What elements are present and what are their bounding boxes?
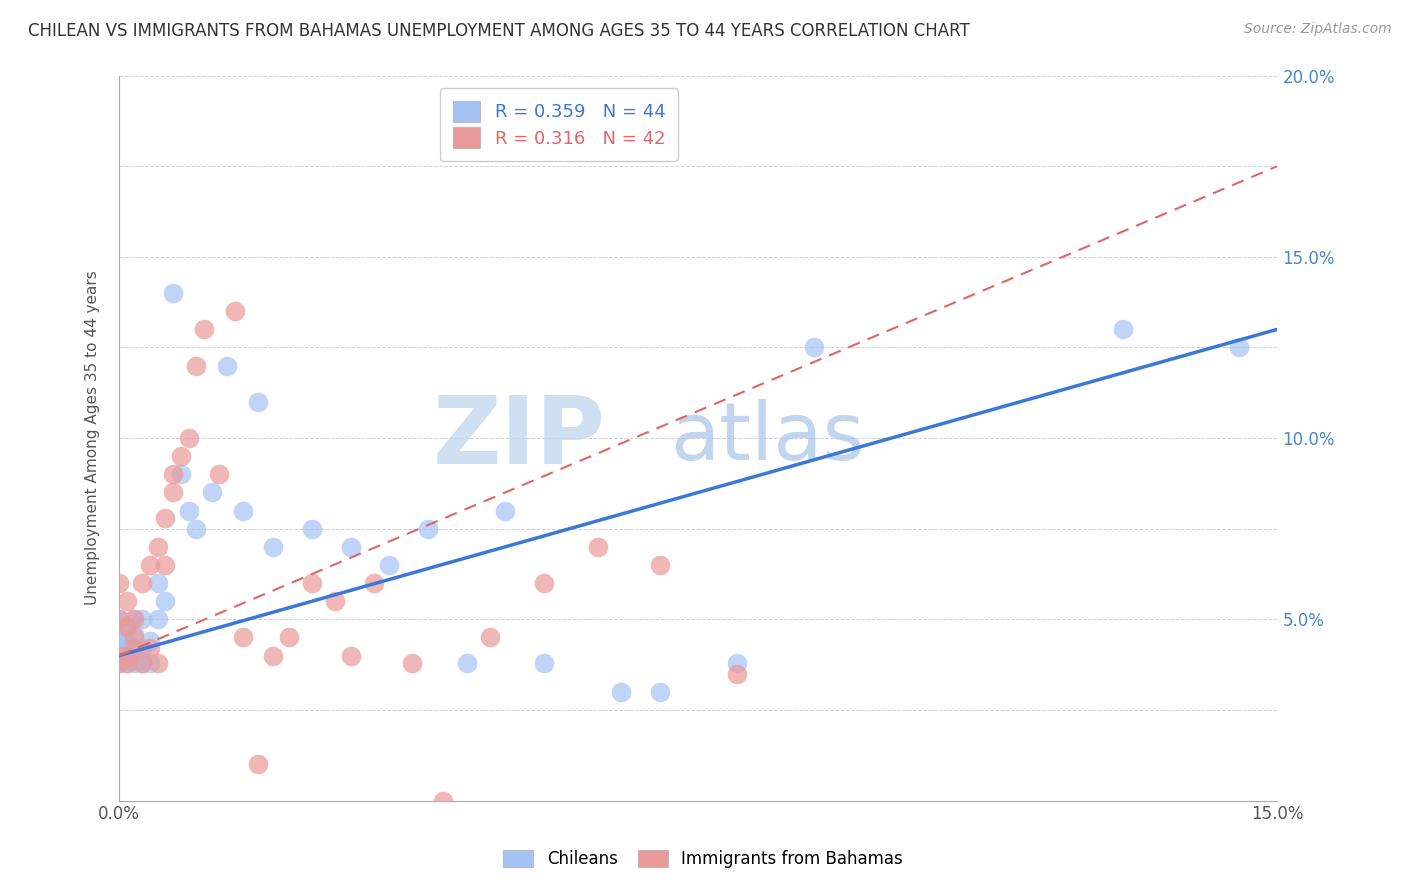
Point — [124, 656, 146, 670]
Point — [278, 631, 301, 645]
Text: Source: ZipAtlas.com: Source: ZipAtlas.com — [1244, 22, 1392, 37]
Point — [162, 485, 184, 500]
Point — [124, 641, 146, 656]
Point — [186, 522, 208, 536]
Point — [610, 685, 633, 699]
Point — [193, 322, 215, 336]
Point — [146, 576, 169, 591]
Point — [124, 631, 146, 645]
Point — [170, 449, 193, 463]
Point — [586, 540, 609, 554]
Point — [247, 757, 270, 772]
Point — [725, 656, 748, 670]
Point — [124, 648, 146, 663]
Point — [648, 558, 671, 572]
Point — [131, 612, 153, 626]
Point — [146, 656, 169, 670]
Point — [162, 286, 184, 301]
Point — [208, 467, 231, 482]
Point — [108, 631, 131, 645]
Point — [494, 503, 516, 517]
Point — [108, 656, 131, 670]
Point — [139, 641, 162, 656]
Point — [456, 656, 478, 670]
Point — [131, 576, 153, 591]
Point — [155, 511, 177, 525]
Point — [108, 641, 131, 656]
Point — [177, 503, 200, 517]
Text: CHILEAN VS IMMIGRANTS FROM BAHAMAS UNEMPLOYMENT AMONG AGES 35 TO 44 YEARS CORREL: CHILEAN VS IMMIGRANTS FROM BAHAMAS UNEMP… — [28, 22, 970, 40]
Point — [339, 648, 361, 663]
Legend: Chileans, Immigrants from Bahamas: Chileans, Immigrants from Bahamas — [496, 843, 910, 875]
Point — [323, 594, 346, 608]
Point — [115, 619, 138, 633]
Point — [201, 485, 224, 500]
Point — [124, 612, 146, 626]
Point — [162, 467, 184, 482]
Point — [301, 576, 323, 591]
Point — [803, 340, 825, 354]
Point — [533, 576, 555, 591]
Point — [186, 359, 208, 373]
Text: ZIP: ZIP — [433, 392, 606, 484]
Point — [301, 522, 323, 536]
Point — [108, 576, 131, 591]
Point — [115, 634, 138, 648]
Point — [108, 612, 131, 626]
Point — [115, 594, 138, 608]
Text: atlas: atlas — [671, 399, 865, 477]
Point — [177, 431, 200, 445]
Point — [131, 656, 153, 670]
Point — [232, 631, 254, 645]
Point — [533, 656, 555, 670]
Point — [108, 612, 131, 626]
Point — [139, 656, 162, 670]
Point — [432, 794, 454, 808]
Point — [131, 641, 153, 656]
Point — [146, 612, 169, 626]
Point — [146, 540, 169, 554]
Point — [155, 558, 177, 572]
Y-axis label: Unemployment Among Ages 35 to 44 years: Unemployment Among Ages 35 to 44 years — [86, 270, 100, 606]
Point — [108, 656, 131, 670]
Point — [725, 666, 748, 681]
Point — [263, 540, 285, 554]
Legend: R = 0.359   N = 44, R = 0.316   N = 42: R = 0.359 N = 44, R = 0.316 N = 42 — [440, 88, 678, 161]
Point — [401, 656, 423, 670]
Point — [115, 656, 138, 670]
Point — [115, 641, 138, 656]
Point — [139, 634, 162, 648]
Point — [247, 394, 270, 409]
Point — [378, 558, 401, 572]
Point — [232, 503, 254, 517]
Point — [131, 656, 153, 670]
Point — [108, 648, 131, 663]
Point — [1227, 340, 1250, 354]
Point — [124, 627, 146, 641]
Point — [139, 558, 162, 572]
Point — [339, 540, 361, 554]
Point — [155, 594, 177, 608]
Point — [115, 648, 138, 663]
Point — [263, 648, 285, 663]
Point — [170, 467, 193, 482]
Point — [648, 685, 671, 699]
Point — [416, 522, 439, 536]
Point — [1112, 322, 1135, 336]
Point — [108, 648, 131, 663]
Point — [124, 612, 146, 626]
Point — [115, 648, 138, 663]
Point — [224, 304, 246, 318]
Point — [115, 619, 138, 633]
Point — [115, 656, 138, 670]
Point — [363, 576, 385, 591]
Point — [217, 359, 239, 373]
Point — [478, 631, 501, 645]
